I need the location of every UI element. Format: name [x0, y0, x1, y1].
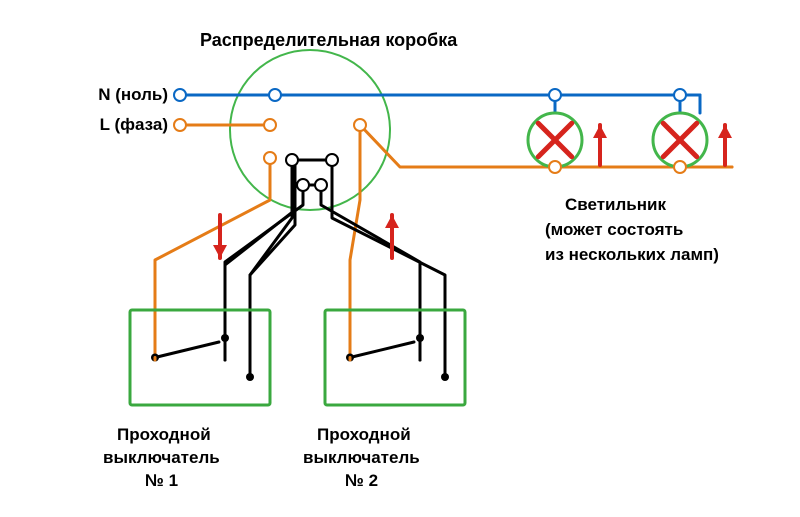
- lamp-label-2: (может состоять: [545, 220, 683, 240]
- switch2-label-b: выключатель: [303, 448, 420, 468]
- switch1-label-c: № 1: [145, 471, 178, 491]
- switch2-label-c: № 2: [345, 471, 378, 491]
- lamp-label-3: из нескольких ламп): [545, 245, 719, 265]
- switch1-label-a: Проходной: [117, 425, 211, 445]
- switch1-label-b: выключатель: [103, 448, 220, 468]
- switch2-label-a: Проходной: [317, 425, 411, 445]
- lamp-label-1: Светильник: [565, 195, 666, 215]
- title: Распределительная коробка: [200, 30, 457, 51]
- line-label: L (фаза): [100, 115, 168, 135]
- neutral-label: N (ноль): [98, 85, 168, 105]
